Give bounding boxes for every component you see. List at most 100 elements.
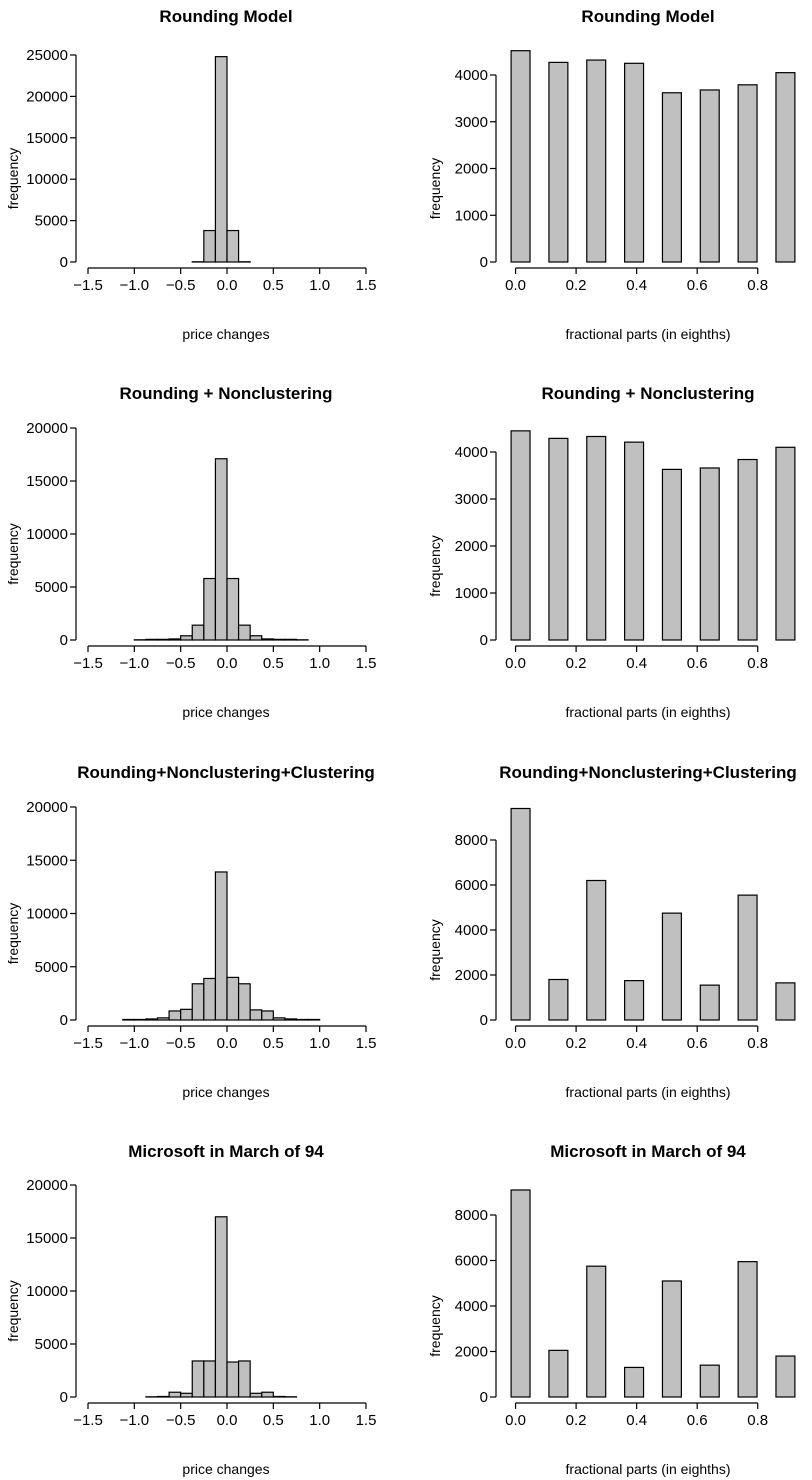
y-tick-label: 8000	[455, 832, 488, 849]
x-tick-label: 0.6	[687, 655, 708, 672]
y-tick-label: 1000	[455, 207, 488, 224]
y-tick-label: 1000	[455, 585, 488, 602]
y-tick-label: 4000	[455, 922, 488, 939]
bar-5-8-eighths	[699, 1364, 720, 1398]
bar-4-8-eighths	[661, 468, 682, 641]
x-tick-label: 0.5	[263, 655, 284, 672]
x-axis-label: price changes	[182, 1461, 269, 1477]
y-tick-label: 0	[480, 1012, 488, 1029]
bar-bin-7	[168, 1391, 182, 1398]
x-tick-label: 0.5	[263, 277, 284, 294]
x-tick-label: −1.0	[120, 277, 150, 294]
x-tick-label: −1.0	[120, 1035, 150, 1052]
bar-7-8-eighths	[775, 1355, 796, 1398]
y-tick-label: 0	[60, 1012, 68, 1029]
bar-bin-12	[226, 577, 240, 641]
y-tick-label: 10000	[26, 526, 68, 543]
y-axis: 0 2000 4000 6000 8000 frequency	[427, 832, 497, 1029]
x-axis: −1.5 −1.0 −0.5 0.0 0.5 1.0 1.5 price changes	[73, 1025, 376, 1100]
y-axis: 0 5000 10000 15000 20000 frequency	[5, 420, 77, 649]
bar-3-8-eighths	[624, 62, 645, 263]
bar-6-8-eighths	[737, 84, 758, 263]
bar-bin-8	[180, 635, 193, 641]
bar-bin-16	[272, 638, 286, 641]
x-tick-label: −0.5	[166, 1035, 196, 1052]
bar-0-eighths	[510, 50, 531, 263]
bar-6-8-eighths	[737, 894, 758, 1021]
bars	[145, 1216, 298, 1398]
bar-4-8-eighths	[661, 92, 682, 263]
x-tick-label: 0.0	[217, 1412, 238, 1429]
x-axis: 0.0 0.2 0.4 0.6 0.8 fractional parts (in eigh…	[505, 1402, 768, 1477]
bar-6-8-eighths	[737, 1261, 758, 1398]
x-tick-label: 0.8	[747, 655, 768, 672]
bars	[191, 56, 251, 263]
bar-5-8-eighths	[699, 984, 720, 1021]
y-tick-label: 2000	[455, 538, 488, 555]
y-tick-label: 0	[480, 254, 488, 271]
y-axis: 0 5000 10000 15000 20000 frequency	[5, 799, 77, 1029]
bar-bin-12	[226, 1361, 240, 1398]
y-axis-label: frequency	[427, 1295, 443, 1356]
bar-bin-11	[214, 871, 228, 1021]
x-tick-label: 0.5	[263, 1412, 284, 1429]
chart-title: Rounding Model	[581, 7, 714, 26]
x-tick-label: 0.8	[747, 1412, 768, 1429]
bar-bin-10	[203, 229, 217, 263]
bar-bin-11	[214, 1216, 228, 1398]
bar-bin-4	[133, 1018, 147, 1021]
x-axis: −1.5 −1.0 −0.5 0.0 0.5 1.0 1.5 price changes	[73, 1402, 376, 1477]
y-tick-label: 20000	[26, 88, 68, 105]
x-tick-label: 0.0	[505, 1412, 526, 1429]
x-tick-label: 0.4	[626, 277, 647, 294]
bar-bin-13	[237, 983, 251, 1021]
y-axis-label: frequency	[5, 523, 21, 584]
bar-7-8-eighths	[775, 72, 796, 263]
bar-bin-6	[156, 1395, 170, 1398]
chart-panel-2: Rounding Model 0.0 0.2 0.4 0.6 0.8 fractional …	[427, 7, 796, 342]
x-tick-label: 0.2	[566, 1412, 587, 1429]
bar-bin-14	[249, 1009, 263, 1021]
bar-bin-17	[284, 1018, 298, 1021]
y-tick-label: 15000	[26, 1230, 68, 1247]
x-axis-label: fractional parts (in eighths)	[566, 704, 731, 720]
bar-2-8-eighths	[586, 59, 607, 263]
bars	[122, 871, 321, 1021]
chart-panel-4: Rounding + Nonclustering 0.0 0.2 0.4 0.6 0.8 f…	[427, 384, 796, 720]
x-tick-label: 0.4	[626, 655, 647, 672]
bars	[510, 807, 796, 1021]
y-tick-label: 8000	[455, 1207, 488, 1224]
bar-bin-12	[226, 229, 240, 263]
y-tick-label: 0	[60, 632, 68, 649]
y-tick-label: 15000	[26, 852, 68, 869]
y-tick-label: 20000	[26, 799, 68, 816]
bar-3-8-eighths	[624, 1366, 645, 1398]
bar-bin-10	[203, 977, 217, 1021]
bar-7-8-eighths	[775, 446, 796, 641]
bar-bin-10	[203, 577, 217, 641]
x-tick-label: 1.0	[309, 655, 330, 672]
chart-title: Microsoft in March of 94	[550, 1142, 746, 1161]
y-axis-label: frequency	[427, 535, 443, 596]
y-tick-label: 0	[480, 632, 488, 649]
bar-bin-15	[261, 638, 274, 641]
bar-bin-18	[295, 1018, 309, 1021]
x-tick-label: −0.5	[166, 1412, 196, 1429]
y-axis-label: frequency	[427, 919, 443, 980]
x-tick-label: −1.0	[120, 655, 150, 672]
y-tick-label: 0	[480, 1389, 488, 1406]
x-tick-label: 0.0	[217, 1035, 238, 1052]
x-tick-label: 0.8	[747, 1035, 768, 1052]
x-tick-label: 0.0	[505, 1035, 526, 1052]
chart-title: Rounding Model	[159, 7, 292, 26]
bar-bin-13	[237, 624, 251, 641]
x-tick-label: 0.2	[566, 1035, 587, 1052]
x-axis-label: fractional parts (in eighths)	[566, 326, 731, 342]
y-axis-label: frequency	[5, 1280, 21, 1341]
chart-title: Rounding + Nonclustering	[542, 384, 755, 403]
x-tick-label: −1.5	[73, 1035, 103, 1052]
bar-1-8-eighths	[548, 437, 569, 641]
bar-5-8-eighths	[699, 89, 720, 263]
